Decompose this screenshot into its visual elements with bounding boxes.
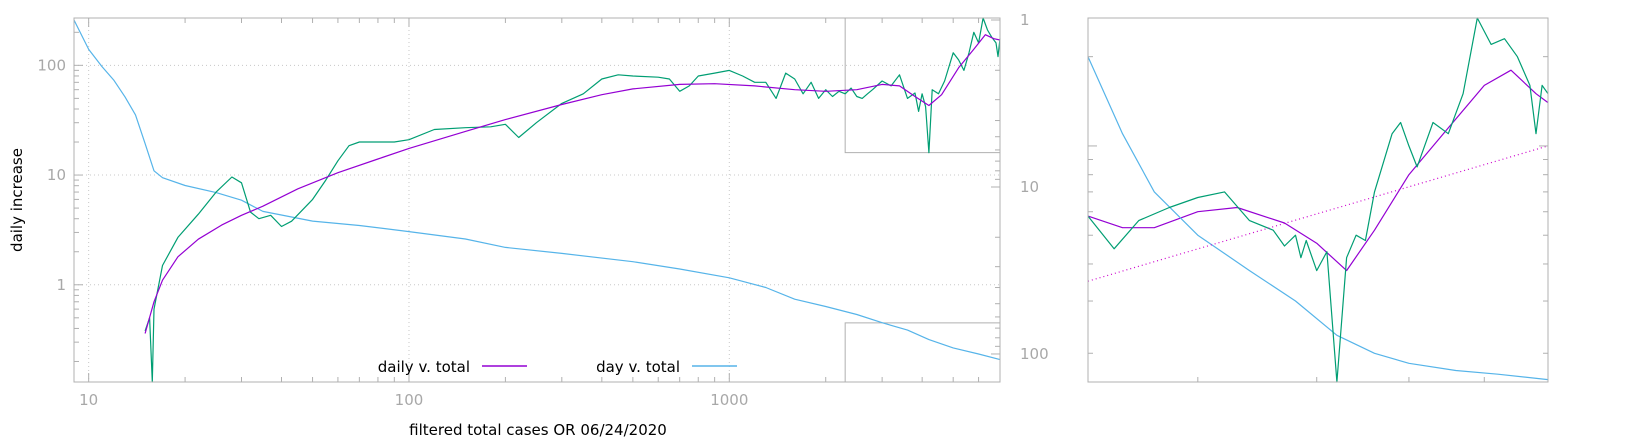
inset-series-line-daily-v-total [1087, 69, 1549, 272]
x-tick-labels: 10 100 1000 [79, 391, 748, 409]
y-tick-label: 10 [47, 166, 66, 184]
x-tick-label: 10 [79, 391, 98, 409]
inset-ticks [1088, 56, 1549, 382]
inset-series-line-day-v-total [1087, 56, 1549, 381]
x-tick-label: 100 [395, 391, 424, 409]
y-axis-label: daily increase [8, 148, 26, 252]
main-series-group [73, 17, 1001, 383]
zoom-region-box [844, 18, 1000, 382]
main-plot-frame [73, 17, 1001, 383]
zoom-box-upper [844, 18, 1000, 154]
x-axis-label: filtered total cases OR 06/24/2020 [409, 421, 667, 439]
x-tick-label: 1000 [710, 391, 748, 409]
legend-entry-day-v-total: day v. total [596, 358, 680, 376]
zoom-box-lower [844, 322, 1000, 382]
y2-tick-label: 1 [1020, 11, 1030, 29]
y2-tick-labels: 1 10 100 [1020, 11, 1049, 363]
series-line-day-v-total [73, 19, 1001, 361]
inset-series-line-raw-daily [1087, 17, 1549, 383]
series-line-daily-v-total [144, 34, 1001, 334]
y2-tick-label: 100 [1020, 345, 1049, 363]
zoom-inset-panel [1087, 17, 1549, 383]
main-chart-panel: 10 100 1000 1 10 100 1 10 100 filtered total c… [8, 11, 1049, 439]
y-tick-label: 1 [56, 276, 66, 294]
legend: daily v. total day v. total [378, 358, 737, 376]
inset-series-group [1087, 17, 1549, 383]
y-tick-label: 100 [37, 56, 66, 74]
main-grid [74, 18, 1000, 382]
main-ticks [73, 18, 1001, 382]
y2-tick-label: 10 [1020, 178, 1039, 196]
series-line-raw-daily [144, 17, 1001, 383]
inset-plot-frame [1087, 17, 1549, 383]
legend-entry-daily-v-total: daily v. total [378, 358, 470, 376]
y-tick-labels: 1 10 100 [37, 56, 66, 293]
inset-series-line-trend [1087, 145, 1549, 282]
